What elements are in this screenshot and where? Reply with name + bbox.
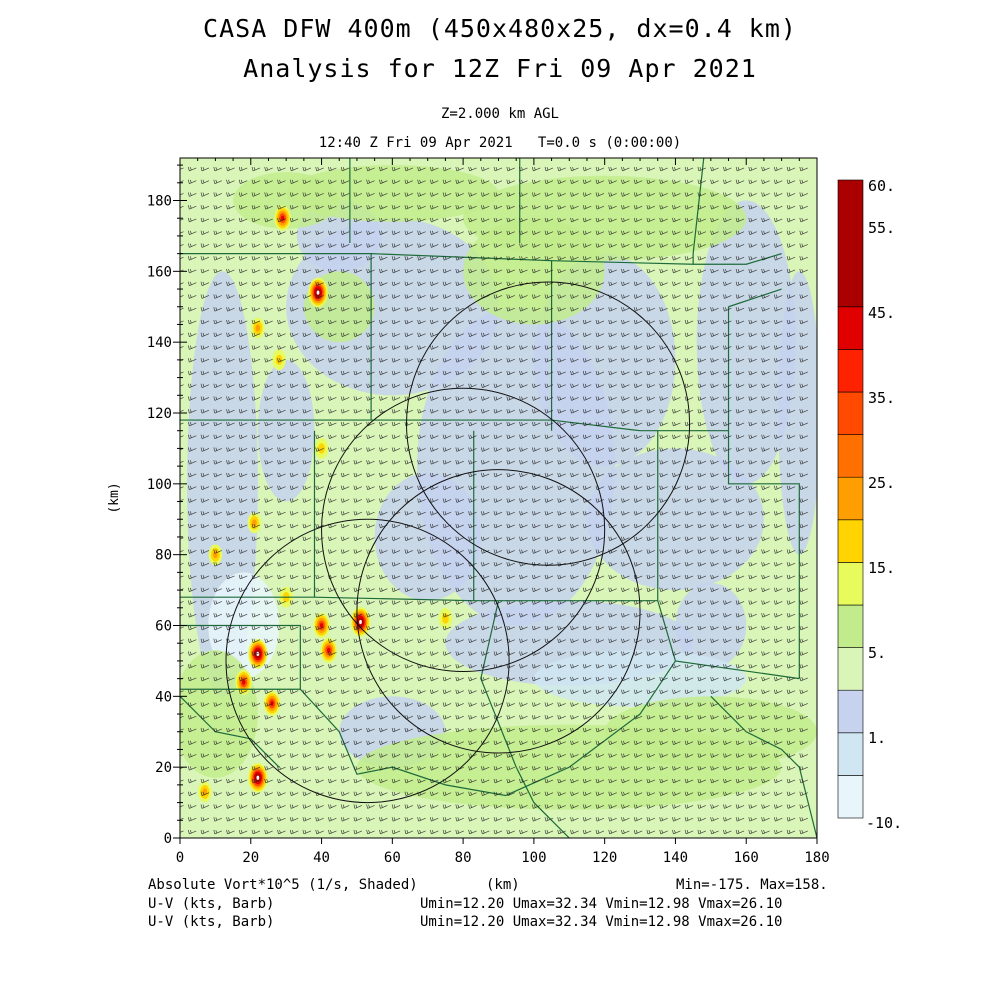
- plot-axes: 0 20 40 60 80 100 120 140 160 180 0 20 40 60 80 100 120 1…: [107, 157, 830, 866]
- vorticity-field: [180, 158, 817, 838]
- barb-label-2: U-V (kts, Barb): [148, 914, 275, 930]
- radar-range-ring: [356, 469, 641, 754]
- x-tick-label: 60: [384, 850, 401, 866]
- colorbar-label: 5.: [868, 644, 886, 662]
- x-tick-label: 180: [804, 850, 829, 866]
- colorbar: 60. 55. 45. 35. 25. 15. 5. 1. -10.: [837, 177, 902, 832]
- radar-range-ring: [405, 281, 691, 566]
- county-border: [480, 600, 570, 838]
- colorbar-segment: [837, 604, 864, 648]
- radar-range-rings: [225, 281, 691, 804]
- x-tick-label: 140: [663, 850, 688, 866]
- colorbar-segment: [837, 306, 864, 350]
- colorbar-label: 55.: [868, 219, 895, 237]
- field-patch: [604, 696, 817, 768]
- colorbar-label: 1.: [868, 729, 886, 747]
- colorbar-segment: [837, 434, 864, 478]
- y-tick-label: 180: [147, 194, 172, 210]
- colorbar-segment: [837, 732, 864, 776]
- barb-stats-1: Umin=12.20 Umax=32.34 Vmin=12.98 Vmax=26…: [420, 896, 783, 912]
- county-border: [180, 600, 301, 690]
- field-patch: [233, 172, 340, 229]
- barb-label-1: U-V (kts, Barb): [148, 896, 275, 912]
- y-tick-label: 140: [147, 335, 172, 351]
- vorticity-maximum: [319, 622, 324, 629]
- vorticity-maximum: [318, 443, 325, 454]
- level-label: Z=2.000 km AGL: [440, 106, 559, 122]
- colorbar-label: 15.: [868, 559, 895, 577]
- radar-range-ring: [321, 387, 606, 673]
- field-patch: [257, 359, 315, 502]
- time-label: 12:40 Z Fri 09 Apr 2021 T=0.0 s (0:00:00…: [318, 135, 682, 151]
- barb-stats-2: Umin=12.20 Umax=32.34 Vmin=12.98 Vmax=26…: [420, 914, 783, 930]
- x-tick-label: 80: [455, 850, 472, 866]
- field-patch: [675, 583, 747, 668]
- x-axis-unit: (km): [486, 877, 520, 893]
- y-tick-label: 40: [155, 689, 172, 705]
- colorbar-segment: [837, 562, 864, 606]
- field-patch: [696, 200, 796, 484]
- county-border: [551, 158, 705, 265]
- vorticity-maximum: [359, 619, 362, 625]
- y-tick-label: 20: [155, 760, 172, 776]
- colorbar-segment: [837, 647, 864, 691]
- chart-title-line2: Analysis for 12Z Fri 09 Apr 2021: [243, 54, 757, 83]
- colorbar-label: 35.: [868, 389, 895, 407]
- county-border: [568, 660, 676, 768]
- y-axis-label: (km): [107, 482, 122, 513]
- colorbar-label: 45.: [868, 304, 895, 322]
- vorticity-maximum: [275, 354, 283, 366]
- x-tick-label: 0: [176, 850, 184, 866]
- y-tick-label: 160: [147, 264, 172, 280]
- y-tick-label: 80: [155, 548, 172, 564]
- vorticity-maximum: [316, 290, 320, 295]
- county-border: [180, 253, 372, 421]
- y-tick-label: 100: [147, 477, 172, 493]
- y-tick-label: 120: [147, 406, 172, 422]
- vorticity-maximum: [252, 519, 257, 527]
- x-tick-label: 20: [242, 850, 259, 866]
- x-tick-label: 120: [592, 850, 617, 866]
- colorbar-label: 60.: [868, 177, 895, 195]
- x-tick-label: 40: [313, 850, 330, 866]
- colorbar-segment: [837, 689, 864, 734]
- colorbar-label: 25.: [868, 474, 895, 492]
- county-border: [657, 430, 800, 680]
- field-label: Absolute Vort*10^5 (1/s, Shaded): [148, 877, 418, 893]
- field-patch: [374, 473, 481, 601]
- colorbar-segment: [837, 349, 864, 393]
- chart-title-line1: CASA DFW 400m (450x480x25, dx=0.4 km): [203, 14, 797, 43]
- county-border: [727, 306, 800, 679]
- county-border: [314, 596, 658, 602]
- colorbar-label: -10.: [866, 814, 902, 832]
- vorticity-maximum: [256, 775, 260, 780]
- wind-barb-field: [180, 166, 808, 835]
- field-patch: [463, 218, 605, 325]
- county-border: [371, 419, 729, 432]
- county-border: [710, 695, 817, 838]
- colorbar-segment: [837, 775, 864, 819]
- county-border: [693, 253, 782, 265]
- wind-barbs: [180, 166, 808, 835]
- county-border: [728, 288, 782, 308]
- x-tick-label: 160: [734, 850, 759, 866]
- y-tick-label: 60: [155, 619, 172, 635]
- county-border: [180, 695, 280, 768]
- vorticity-maximum: [242, 679, 246, 685]
- field-patch: [180, 650, 258, 778]
- colorbar-segment: [837, 476, 864, 521]
- colorbar-segment: [837, 391, 864, 435]
- vorticity-maximum: [255, 324, 261, 332]
- y-tick-label: 0: [164, 831, 172, 847]
- vorticity-maximum: [326, 647, 331, 653]
- radar-range-ring: [225, 518, 510, 804]
- minmax-label: Min=-175. Max=158.: [676, 877, 828, 893]
- colorbar-segment: [837, 179, 864, 308]
- colorbar-segment: [837, 519, 864, 563]
- x-tick-label: 100: [521, 850, 546, 866]
- field-patch: [586, 448, 764, 591]
